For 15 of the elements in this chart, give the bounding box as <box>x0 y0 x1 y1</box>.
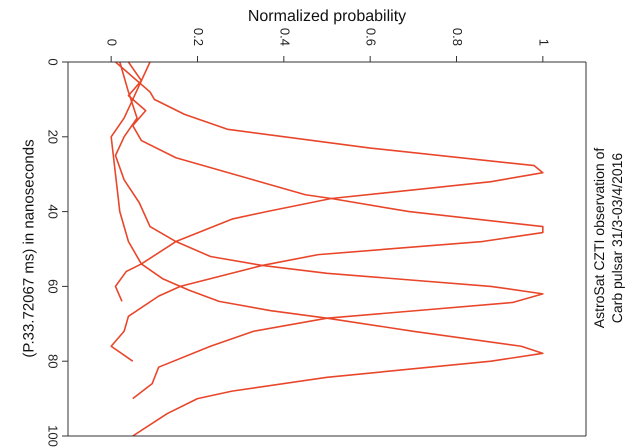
x-tick-label: 0.8 <box>450 28 466 46</box>
x-tick-label: 0.4 <box>277 28 292 46</box>
y-tick-label: 60 <box>46 279 61 294</box>
y-axis-title: (P.33.72067 ms) in nanoseconds <box>20 138 38 360</box>
y-tick-label: 0 <box>46 58 61 66</box>
x-tick-label: 1 <box>536 38 552 46</box>
y-tick-label: 20 <box>46 130 61 144</box>
x-tick-label: 0.2 <box>191 28 206 46</box>
x-axis-title: Normalized probability <box>246 8 408 26</box>
x-tick-label: 0 <box>104 38 120 46</box>
x-tick-label: 0.6 <box>364 28 379 46</box>
text: AstroSat CZTI observation of Carb pulsar 31/3-03/4/2016 <box>590 146 626 330</box>
y-tick-label: 100 <box>46 425 61 447</box>
y-tick-label: 80 <box>46 354 61 368</box>
y-tick-label: 40 <box>46 204 61 219</box>
